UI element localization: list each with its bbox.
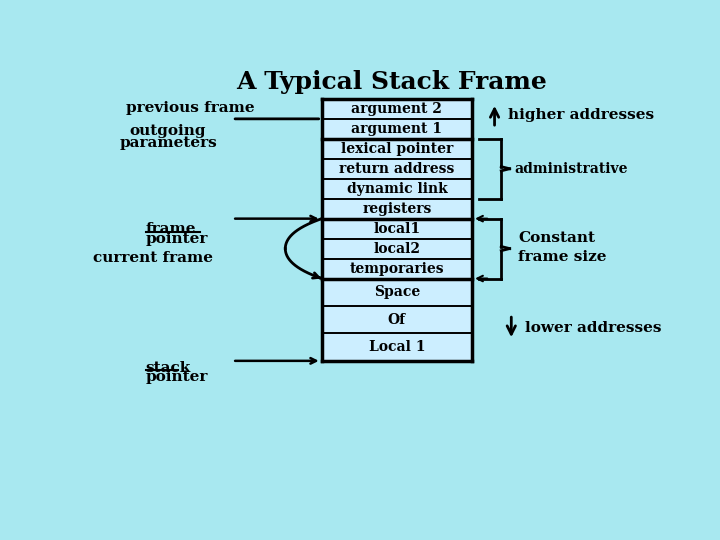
Bar [322,99,472,119]
Text: A Typical Stack Frame: A Typical Stack Frame [236,70,546,94]
Text: frame: frame [145,222,197,236]
Bar [322,119,472,139]
Text: Constant: Constant [518,231,595,245]
Text: lower addresses: lower addresses [526,321,662,335]
Text: argument 1: argument 1 [351,122,442,136]
Text: local1: local1 [374,221,420,235]
Text: stack: stack [145,361,191,375]
Text: Local 1: Local 1 [369,340,425,354]
Text: frame size: frame size [518,250,606,264]
Bar [322,159,472,179]
Text: lexical pointer: lexical pointer [341,142,453,156]
Text: Space: Space [374,285,420,299]
Text: administrative: administrative [514,162,628,176]
Text: higher addresses: higher addresses [508,107,654,122]
Text: current frame: current frame [93,251,213,265]
Bar [322,259,472,279]
Text: argument 2: argument 2 [351,102,442,116]
Bar [322,139,472,159]
Text: parameters: parameters [120,136,217,150]
Bar [322,239,472,259]
Text: outgoing: outgoing [130,124,207,138]
Bar [322,199,472,219]
Text: dynamic link: dynamic link [346,181,447,195]
Bar [322,219,472,239]
Text: pointer: pointer [145,370,208,384]
Bar [322,306,472,333]
Text: registers: registers [362,201,431,215]
Bar [322,279,472,306]
Text: previous frame: previous frame [126,102,255,116]
Text: Of: Of [388,313,406,327]
Bar [322,179,472,199]
Text: local2: local2 [374,241,420,255]
Text: pointer: pointer [145,232,208,246]
Text: return address: return address [339,162,454,176]
Bar [322,333,472,361]
Text: temporaries: temporaries [350,261,444,275]
